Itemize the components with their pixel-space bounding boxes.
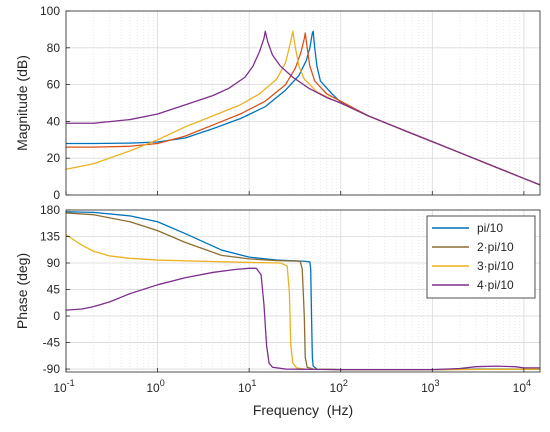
magnitude-panel: 0 20 40 60 80 100 Magnitude (dB) xyxy=(14,4,541,202)
frequency-x-tick-label: 102 xyxy=(330,378,348,395)
magnitude-y-tick-label: 20 xyxy=(47,151,61,165)
phase-y-tick-labels: -90 -45 0 45 90 135 180 xyxy=(40,203,525,376)
phase-y-tick-label: 180 xyxy=(40,203,60,217)
phase-y-tick-label: -45 xyxy=(43,336,61,350)
magnitude-y-tick-label: 0 xyxy=(53,188,60,202)
magnitude-y-tick-labels: 0 20 40 60 80 100 xyxy=(40,4,525,202)
frequency-x-tick-label: 10-1 xyxy=(53,378,74,395)
phase-y-tick-label: 135 xyxy=(40,230,60,244)
legend-label-4pi-10: 4·pi/10 xyxy=(477,278,514,292)
legend-label-3pi-10: 3·pi/10 xyxy=(477,259,514,273)
phase-axes-box xyxy=(65,209,541,373)
magnitude-series-4-pi-10 xyxy=(66,30,541,186)
magnitude-y-axis-label: Magnitude (dB) xyxy=(14,55,30,151)
frequency-x-tick-label: 104 xyxy=(513,378,531,395)
frequency-x-tick-label: 101 xyxy=(238,378,256,395)
magnitude-y-tick-label: 40 xyxy=(47,114,61,128)
frequency-x-tick-labels: 10-1 100 101 102 103 104 xyxy=(53,378,531,395)
phase-y-axis-label: Phase (deg) xyxy=(14,253,30,329)
magnitude-series-group xyxy=(65,30,541,186)
magnitude-y-tick-label: 60 xyxy=(47,78,61,92)
magnitude-y-tick-label: 80 xyxy=(47,41,61,55)
frequency-x-tick-label: 100 xyxy=(146,378,164,395)
frequency-x-axis-label: Frequency (Hz) xyxy=(253,402,353,418)
phase-panel: -90 -45 0 45 90 135 180 10-1 100 101 102 103 104 Ph… xyxy=(14,203,541,418)
phase-series-4-pi-10 xyxy=(65,267,540,371)
frequency-x-tick-label: 103 xyxy=(421,378,439,395)
phase-y-tick-label: -90 xyxy=(43,362,61,376)
phase-y-tick-label: 0 xyxy=(53,309,60,323)
legend-label-2pi-10: 2·pi/10 xyxy=(477,240,514,254)
legend-label-pi-10: pi/10 xyxy=(477,221,503,235)
magnitude-axes-box xyxy=(65,10,541,196)
magnitude-y-tick-label: 100 xyxy=(40,4,60,18)
phase-y-tick-label: 90 xyxy=(47,256,61,270)
legend: pi/10 2·pi/10 3·pi/10 4·pi/10 xyxy=(426,215,536,299)
phase-y-tick-label: 45 xyxy=(47,283,61,297)
